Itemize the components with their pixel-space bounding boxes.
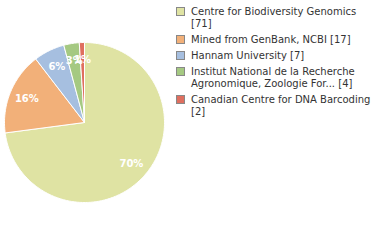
svg-text:16%: 16% bbox=[15, 93, 39, 104]
html-text:Centre for Biodiversity Genomi: Centre for Biodiversity Genomics [71] bbox=[191, 6, 357, 29]
svg-text:1%: 1% bbox=[74, 54, 91, 65]
html-text:Canadian Centre for DNA Barcod: Canadian Centre for DNA Barcoding [2] bbox=[191, 94, 371, 117]
svg-text:70%: 70% bbox=[119, 158, 143, 169]
html-text:Mined from GenBank, NCBI [17]: Mined from GenBank, NCBI [17] bbox=[191, 34, 351, 45]
svg-text:6%: 6% bbox=[48, 61, 65, 72]
html-text:Institut National de la Recher: Institut National de la Recherche Agrono… bbox=[191, 66, 355, 89]
html-text:Hannam University [7]: Hannam University [7] bbox=[191, 50, 305, 61]
